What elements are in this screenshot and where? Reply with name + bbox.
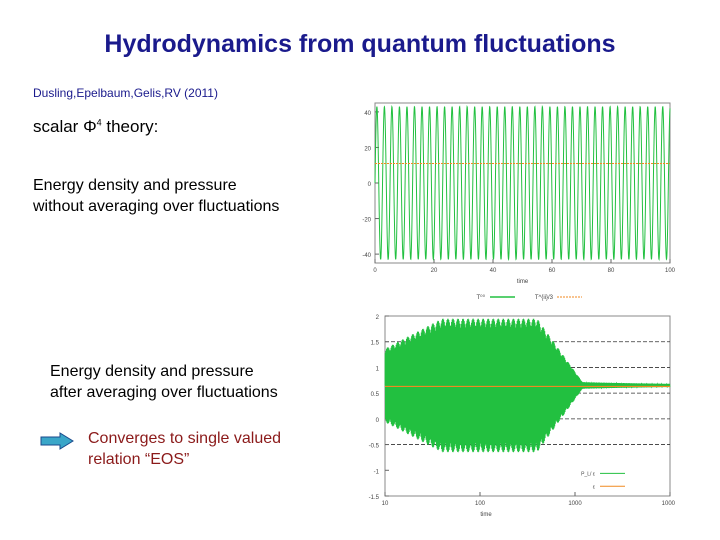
scalar-prefix: scalar Φ <box>33 117 97 136</box>
y-tick-label: -1 <box>374 469 380 475</box>
scalar-exponent: 4 <box>96 117 102 128</box>
y-tick-label: 0.5 <box>371 392 380 398</box>
x-tick-label: 40 <box>490 268 497 274</box>
y-tick-label: -0.5 <box>369 444 380 450</box>
x-tick-label: 100 <box>475 501 486 507</box>
y-tick-label: -20 <box>362 218 371 224</box>
legend-label-pl: P_L/ ε <box>581 471 596 477</box>
y-tick-label: 0 <box>376 418 380 424</box>
text-block-averaging: Energy density and pressure after averag… <box>50 361 278 403</box>
scalar-suffix: theory: <box>101 117 159 136</box>
scalar-theory-label: scalar Φ4 theory: <box>33 117 158 137</box>
x-tick-label: 1000 <box>568 501 582 507</box>
x-tick-label: 80 <box>608 268 615 274</box>
y-tick-label: -1.5 <box>369 495 380 501</box>
chart-no-averaging: 40 20 0 -20 -40 0 20 40 60 80 100 time T⁰⁰ T^{ii}/3 <box>362 102 676 301</box>
x-tick-label: 10000 <box>662 501 675 507</box>
y-tick-label: 1.5 <box>371 341 380 347</box>
legend-label-epsilon: ε <box>593 484 596 490</box>
block1-line1: Energy density and pressure <box>33 177 237 194</box>
x-tick-label: 20 <box>431 268 438 274</box>
x-axis-label: time <box>480 512 492 518</box>
y-tick-label: -40 <box>362 253 371 259</box>
chart-averaging: 2 1.5 1 0.5 0 -0.5 -1 -1.510 100 1000 10000 time P_L… <box>369 315 675 518</box>
right-arrow-icon <box>40 432 74 450</box>
block1-line2: without averaging over fluctuations <box>33 198 280 215</box>
y-tick-label: 20 <box>364 146 371 152</box>
conclusion-line1: Converges to single valued <box>88 430 282 447</box>
x-tick-label: 0 <box>373 268 377 274</box>
x-axis-label: time <box>517 279 529 285</box>
y-tick-label: 0 <box>368 182 372 188</box>
y-tick-label: 1 <box>376 366 380 372</box>
legend-label-tii: T^{ii}/3 <box>535 295 554 301</box>
text-block-no-averaging: Energy density and pressure without aver… <box>33 175 279 217</box>
legend-label-t00: T⁰⁰ <box>477 294 486 301</box>
y-tick-label: 2 <box>376 315 380 321</box>
x-tick-label: 10 <box>382 501 389 507</box>
conclusion-line2: relation “EOS” <box>88 451 190 468</box>
y-tick-label: 40 <box>364 111 371 117</box>
x-tick-label: 100 <box>665 268 676 274</box>
block2-line2: after averaging over fluctuations <box>50 384 278 401</box>
series-line-t00 <box>374 104 671 262</box>
block2-line1: Energy density and pressure <box>50 363 254 380</box>
conclusion-text: Converges to single valued relation “EOS… <box>88 428 281 470</box>
slide-title: Hydrodynamics from quantum fluctuations <box>104 30 616 58</box>
author-citation: Dusling,Epelbaum,Gelis,RV (2011) <box>33 86 218 100</box>
series-line-pl <box>384 318 671 453</box>
x-tick-label: 60 <box>549 268 556 274</box>
